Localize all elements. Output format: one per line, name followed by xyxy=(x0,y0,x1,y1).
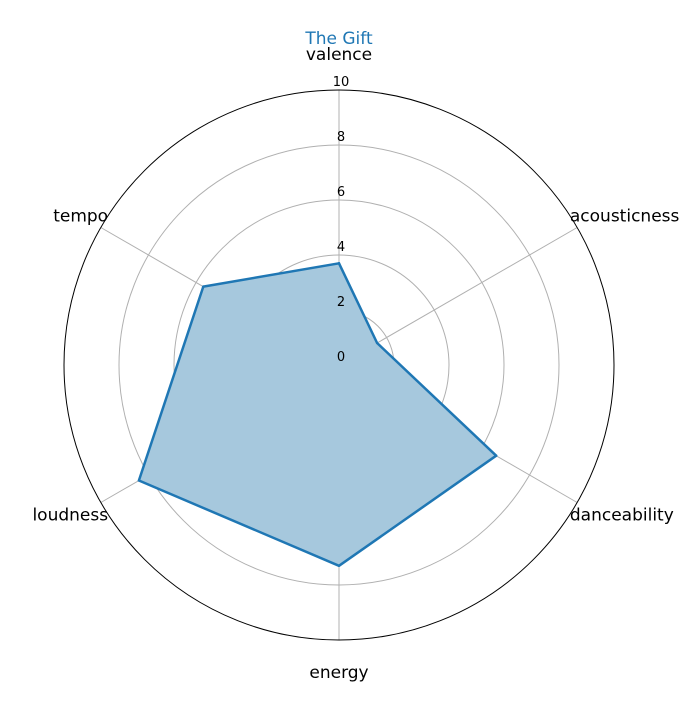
r-tick-label: 10 xyxy=(333,75,350,90)
axis-label-loudness: loudness xyxy=(32,506,108,526)
data-point-valence xyxy=(337,262,341,265)
data-point-danceability xyxy=(494,454,498,457)
axis-label-tempo: tempo xyxy=(53,207,108,227)
data-point-acousticness xyxy=(375,341,379,345)
data-point-energy xyxy=(337,564,341,567)
axis-labels: valence acousticness danceability energy lou… xyxy=(32,45,679,683)
r-tick-label: 8 xyxy=(337,130,345,145)
series-polygon xyxy=(137,262,498,568)
r-tick-label: 0 xyxy=(337,350,345,365)
r-tick-label: 4 xyxy=(337,240,345,255)
axis-label-acousticness: acousticness xyxy=(570,207,680,227)
outer-ring xyxy=(63,89,615,641)
axis-label-energy: energy xyxy=(309,663,368,683)
tick-labels: 0 2 4 6 8 10 xyxy=(333,75,350,365)
axis-label-valence: valence xyxy=(306,45,372,65)
data-point-tempo xyxy=(202,285,205,288)
r-tick-label: 2 xyxy=(337,295,345,310)
chart-title: The Gift xyxy=(304,29,373,49)
data-point-loudness xyxy=(137,479,141,482)
axis-label-danceability: danceability xyxy=(570,506,674,526)
spoke-acousticness xyxy=(338,227,578,366)
series-layer xyxy=(137,262,498,568)
r-tick-label: 6 xyxy=(337,185,345,200)
